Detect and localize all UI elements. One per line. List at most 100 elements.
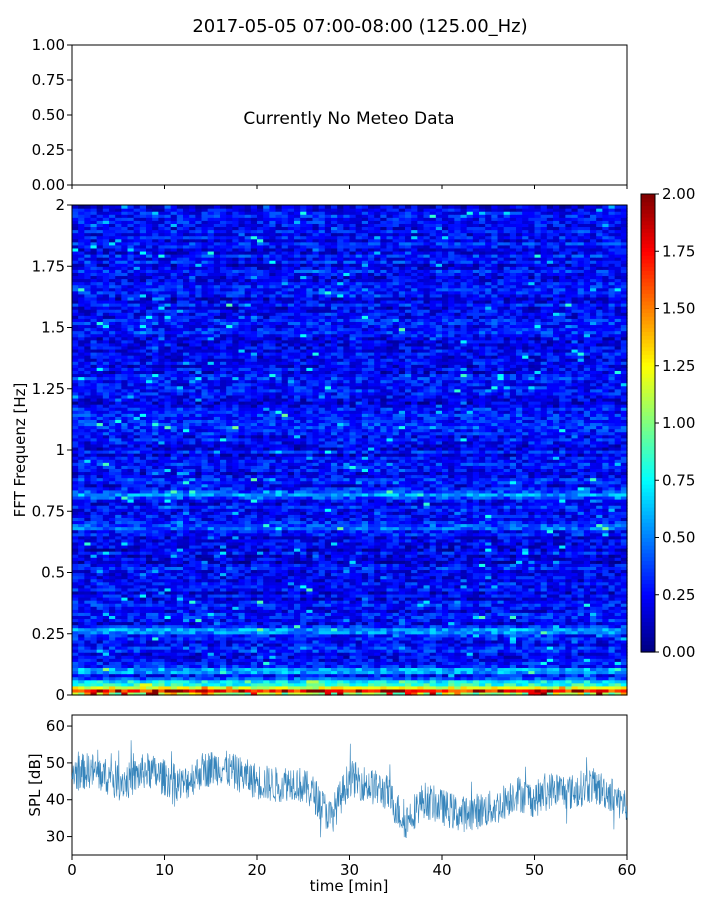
heatmap-cell: [238, 667, 246, 672]
heatmap-cell: [244, 529, 252, 534]
heatmap-cell: [238, 584, 246, 589]
heatmap-cell: [620, 667, 628, 672]
heatmap-cell: [207, 661, 215, 665]
heatmap-cell: [472, 538, 480, 543]
heatmap-cell: [417, 548, 425, 552]
heatmap-cell: [516, 691, 523, 696]
heatmap-cell: [559, 676, 566, 681]
heatmap-cell: [485, 667, 492, 672]
heatmap-cell: [318, 664, 326, 669]
heatmap-cell: [368, 624, 375, 629]
heatmap-cell: [380, 584, 388, 589]
heatmap-cell: [571, 590, 579, 595]
heatmap-cell: [244, 560, 252, 564]
heatmap-cell: [102, 538, 110, 543]
heatmap-cell: [306, 642, 314, 647]
heatmap-cell: [528, 676, 536, 681]
heatmap-cell: [312, 544, 320, 549]
heatmap-cell: [176, 597, 184, 601]
heatmap-cell: [454, 630, 462, 635]
heatmap-cell: [213, 523, 221, 528]
heatmap-cell: [398, 618, 406, 623]
heatmap-cell: [392, 548, 400, 552]
heatmap-cell: [392, 627, 400, 632]
heatmap-cell: [435, 554, 443, 558]
heatmap-cell: [343, 529, 351, 534]
heatmap-cell: [127, 532, 135, 537]
heatmap-cell: [226, 676, 233, 681]
heatmap-cell: [207, 609, 215, 613]
heatmap-cell: [213, 630, 221, 635]
heatmap-cell: [201, 529, 209, 534]
heatmap-cell: [405, 560, 412, 564]
heatmap-cell: [565, 633, 573, 638]
heatmap-cell: [509, 597, 517, 601]
heatmap-cell: [195, 627, 203, 632]
heatmap-cell: [374, 691, 381, 696]
heatmap-cell: [170, 664, 178, 669]
heatmap-cell: [250, 593, 258, 598]
heatmap-cell: [244, 658, 252, 662]
heatmap-cell: [509, 535, 517, 540]
heatmap-cell: [170, 688, 178, 693]
heatmap-cell: [146, 633, 153, 638]
heatmap-cell: [269, 548, 277, 552]
heatmap-cell: [84, 600, 92, 604]
heatmap-cell: [263, 655, 270, 659]
heatmap-cell: [417, 664, 425, 669]
heatmap-cell: [429, 612, 437, 616]
heatmap-cell: [583, 587, 591, 592]
heatmap-cell: [109, 606, 116, 610]
heatmap-cell: [115, 615, 122, 620]
heatmap-cell: [620, 606, 628, 610]
heatmap-cell: [398, 597, 406, 601]
heatmap-cell: [275, 609, 283, 613]
heatmap-cell: [540, 670, 548, 675]
heatmap-cell: [244, 627, 252, 632]
heatmap-cell: [355, 532, 363, 537]
heatmap-cell: [152, 670, 159, 675]
heatmap-cell: [405, 652, 412, 656]
heatmap-cell: [146, 624, 153, 629]
heatmap-cell: [565, 652, 573, 656]
heatmap-cell: [559, 652, 566, 656]
heatmap-cell: [546, 563, 554, 567]
heatmap-cell: [479, 636, 486, 641]
heatmap-cell: [226, 584, 233, 589]
heatmap-cell: [583, 566, 591, 571]
heatmap-cell: [207, 590, 215, 595]
heatmap-cell: [386, 609, 394, 613]
heatmap-cell: [306, 627, 314, 632]
heatmap-cell: [127, 587, 135, 592]
heatmap-cell: [189, 584, 196, 589]
heatmap-cell: [423, 661, 431, 665]
heatmap-cell: [133, 597, 141, 601]
heatmap-cell: [207, 560, 215, 564]
heatmap-cell: [516, 688, 523, 693]
heatmap-cell: [398, 639, 406, 644]
heatmap-cell: [503, 685, 511, 690]
heatmap-cell: [392, 603, 400, 607]
heatmap-cell: [121, 575, 129, 580]
heatmap-cell: [386, 554, 394, 558]
heatmap-cell: [139, 627, 147, 632]
heatmap-cell: [84, 612, 92, 616]
heatmap-cell: [608, 569, 616, 574]
heatmap-cell: [189, 532, 196, 537]
heatmap-cell: [139, 646, 147, 650]
heatmap-cell: [220, 646, 227, 650]
heatmap-cell: [454, 557, 462, 561]
heatmap-cell: [516, 612, 523, 616]
heatmap-cell: [577, 658, 585, 662]
heatmap-cell: [306, 526, 314, 531]
heatmap-cell: [164, 597, 172, 601]
heatmap-cell: [257, 529, 264, 534]
heatmap-cell: [250, 544, 258, 549]
heatmap-cell: [355, 630, 363, 635]
heatmap-cell: [263, 600, 270, 604]
heatmap-cell: [565, 600, 573, 604]
heatmap-cell: [602, 691, 610, 696]
heatmap-cell: [343, 676, 351, 681]
heatmap-cell: [195, 618, 203, 623]
heatmap-cell: [287, 664, 295, 669]
